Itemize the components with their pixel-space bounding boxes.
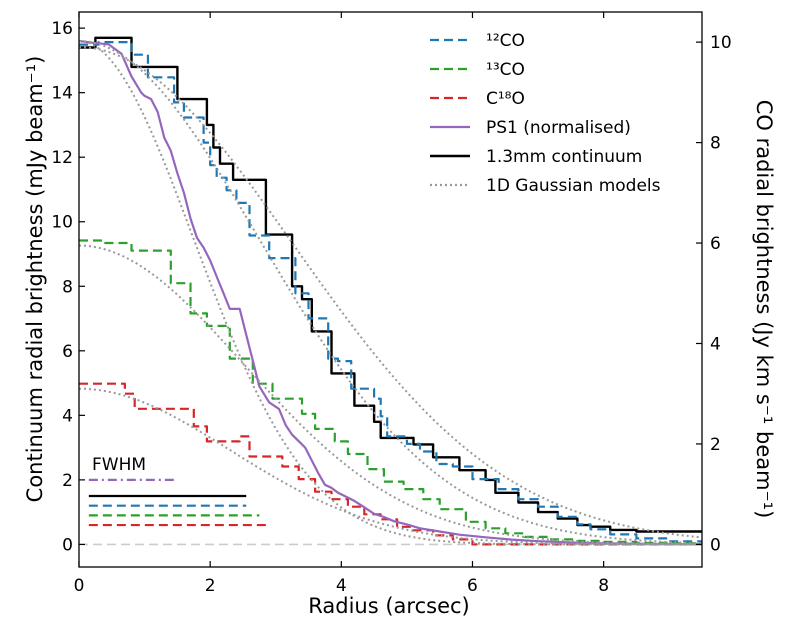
- fwhm-indicator: FWHM: [88, 455, 266, 527]
- series-line-ps1-4: [79, 39, 702, 546]
- series-line-gauss-6: [79, 46, 702, 539]
- axes-layer: 0 2 4 6 8 0 2 4 6 8 10 12 14 16 0 2 4 6 8 10: [51, 11, 732, 596]
- x-axis-label: Radius (arcsec): [308, 594, 469, 618]
- series-line-gauss-8: [79, 387, 702, 546]
- x-tick-label: 4: [336, 576, 347, 596]
- left-y-tick-label: 12: [51, 148, 73, 168]
- right-y-tick-label: 0: [710, 535, 721, 555]
- left-y-tick-label: 14: [51, 84, 73, 104]
- legend-label-co12: ¹²CO: [486, 31, 525, 51]
- left-y-tick-label: 10: [51, 213, 73, 233]
- x-tick-label: 0: [74, 576, 85, 596]
- x-tick-label: 8: [598, 576, 609, 596]
- legend-label-c18o: C¹⁸O: [486, 89, 525, 109]
- right-y-tick-label: 8: [710, 134, 721, 154]
- fwhm-label: FWHM: [92, 455, 146, 475]
- left-y-tick-label: 4: [62, 406, 73, 426]
- x-tick-label: 2: [205, 576, 216, 596]
- legend: ¹²CO ¹³CO C¹⁸O PS1 (normalised) 1.3mm contin…: [430, 31, 661, 196]
- left-y-tick-label: 16: [51, 19, 73, 39]
- series-line-continuum-0: [79, 36, 702, 533]
- legend-label-gauss: 1D Gaussian models: [486, 176, 661, 196]
- right-y-tick-label: 4: [710, 334, 721, 354]
- series-line-c18o-3: [79, 382, 702, 546]
- curves-layer: [79, 36, 702, 546]
- left-y-tick-label: 8: [62, 277, 73, 297]
- left-y-axis-label: Continuum radial brightness (mJy beam⁻¹): [23, 56, 47, 503]
- right-y-tick-label: 6: [710, 234, 721, 254]
- series-line-co13-2: [79, 239, 702, 545]
- right-y-tick-label: 2: [710, 435, 721, 455]
- series-line-gauss-9: [79, 40, 702, 546]
- x-tick-label: 6: [467, 576, 478, 596]
- legend-label-co13: ¹³CO: [486, 60, 525, 80]
- right-y-tick-label: 10: [710, 33, 732, 53]
- series-line-gauss-5: [79, 40, 702, 545]
- series-line-co12-1: [79, 40, 702, 543]
- left-y-tick-label: 6: [62, 342, 73, 362]
- right-y-axis-label: CO radial brightness (Jy km s⁻¹ beam⁻¹): [752, 100, 776, 519]
- left-y-tick-label: 2: [62, 471, 73, 491]
- series-line-gauss-7: [79, 244, 702, 546]
- legend-label-continuum: 1.3mm continuum: [486, 147, 642, 167]
- left-y-tick-label: 0: [62, 535, 73, 555]
- plot-frame: [78, 11, 703, 568]
- legend-label-ps1: PS1 (normalised): [486, 118, 631, 138]
